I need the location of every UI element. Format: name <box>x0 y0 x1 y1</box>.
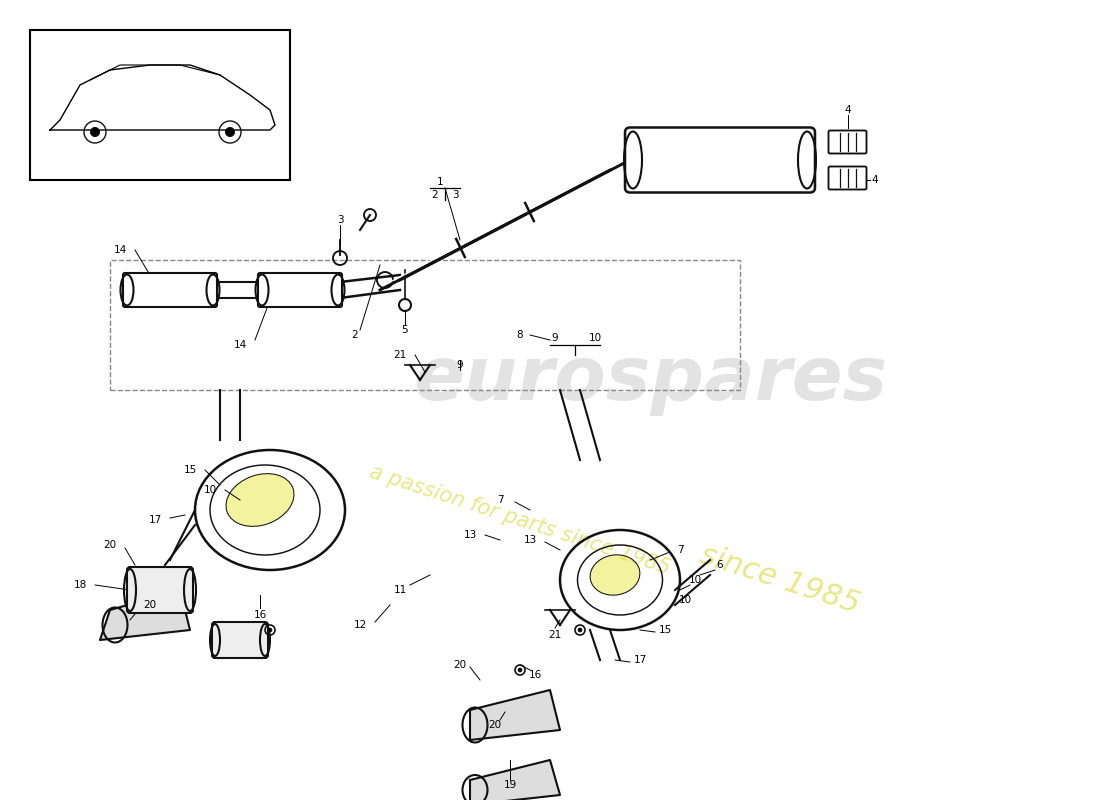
Text: 20: 20 <box>143 600 156 610</box>
Text: 1: 1 <box>437 177 443 187</box>
Circle shape <box>226 127 234 137</box>
Text: 10: 10 <box>689 575 702 585</box>
Circle shape <box>578 628 582 632</box>
Text: 16: 16 <box>528 670 541 680</box>
Text: 19: 19 <box>504 780 517 790</box>
Text: 15: 15 <box>184 465 197 475</box>
Text: 3: 3 <box>452 190 459 200</box>
Text: 17: 17 <box>148 515 162 525</box>
Text: 16: 16 <box>253 610 266 620</box>
Text: 13: 13 <box>463 530 476 540</box>
Polygon shape <box>100 590 190 640</box>
Text: 6: 6 <box>717 560 724 570</box>
Text: 11: 11 <box>394 585 407 595</box>
Polygon shape <box>470 690 560 740</box>
Text: 7: 7 <box>676 545 683 555</box>
Text: 4: 4 <box>871 175 878 185</box>
Text: 21: 21 <box>549 630 562 640</box>
Text: 4: 4 <box>845 105 851 115</box>
FancyBboxPatch shape <box>828 166 867 190</box>
Text: 10: 10 <box>204 485 217 495</box>
Text: 21: 21 <box>394 350 407 360</box>
Text: 3: 3 <box>337 215 343 225</box>
FancyBboxPatch shape <box>123 273 217 307</box>
Text: 15: 15 <box>659 625 672 635</box>
Text: 9: 9 <box>456 360 463 370</box>
FancyBboxPatch shape <box>212 622 268 658</box>
Text: 14: 14 <box>233 340 246 350</box>
Text: 5: 5 <box>402 325 408 335</box>
Text: 14: 14 <box>113 245 127 255</box>
Text: 10: 10 <box>679 595 692 605</box>
Ellipse shape <box>226 474 294 526</box>
Text: a passion for parts since 1985: a passion for parts since 1985 <box>367 462 673 578</box>
Text: 10: 10 <box>588 333 602 343</box>
FancyBboxPatch shape <box>126 567 192 613</box>
Text: 13: 13 <box>524 535 537 545</box>
Text: 18: 18 <box>74 580 87 590</box>
Circle shape <box>90 127 99 137</box>
Ellipse shape <box>590 555 640 595</box>
Text: 2: 2 <box>352 330 359 340</box>
Text: 20: 20 <box>103 540 117 550</box>
Text: 17: 17 <box>634 655 647 665</box>
Bar <box>110 260 740 390</box>
Text: 2: 2 <box>431 190 438 200</box>
Text: 20: 20 <box>488 720 502 730</box>
Text: since 1985: since 1985 <box>696 541 864 619</box>
FancyBboxPatch shape <box>625 127 815 193</box>
Polygon shape <box>470 760 560 800</box>
Text: eurospares: eurospares <box>412 343 887 417</box>
FancyBboxPatch shape <box>258 273 342 307</box>
Circle shape <box>268 628 272 632</box>
Text: 8: 8 <box>517 330 524 340</box>
Bar <box>30 30 290 180</box>
Text: 7: 7 <box>497 495 504 505</box>
Circle shape <box>518 668 522 672</box>
Text: 12: 12 <box>353 620 366 630</box>
FancyBboxPatch shape <box>828 130 867 154</box>
Text: 20: 20 <box>453 660 466 670</box>
Text: 9: 9 <box>552 333 559 343</box>
